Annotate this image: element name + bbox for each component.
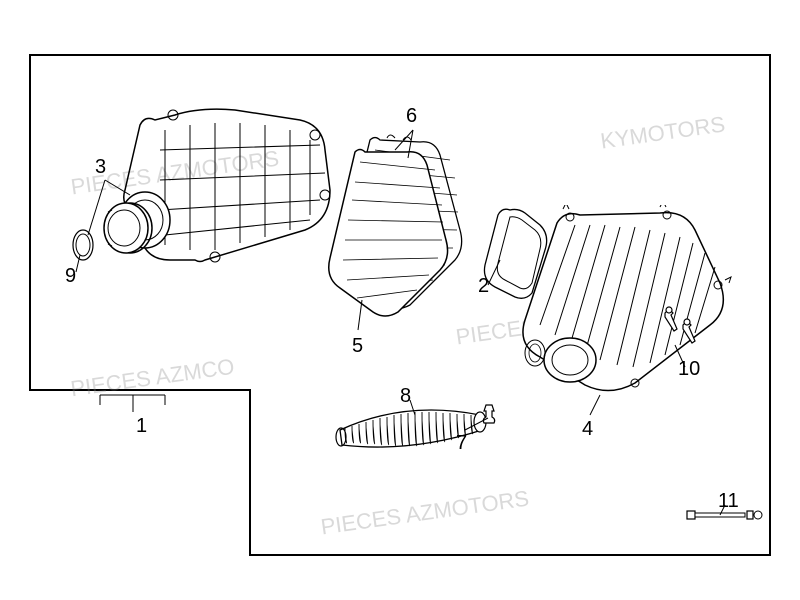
callout-2: 2	[478, 275, 489, 298]
callout-5: 5	[352, 335, 363, 358]
callout-9: 9	[65, 265, 76, 288]
callout-7: 7	[456, 432, 467, 455]
callout-8: 8	[400, 385, 411, 408]
callout-4: 4	[582, 418, 593, 441]
leader-lines	[0, 0, 800, 600]
callout-6: 6	[406, 105, 417, 128]
callout-10: 10	[678, 358, 700, 381]
callout-11: 11	[718, 490, 739, 513]
callout-3: 3	[95, 156, 106, 179]
callout-1: 1	[136, 415, 147, 438]
parts-diagram: PIECES AZMOTORS KYMOTORS PIECES AZMOTORS…	[0, 0, 800, 600]
